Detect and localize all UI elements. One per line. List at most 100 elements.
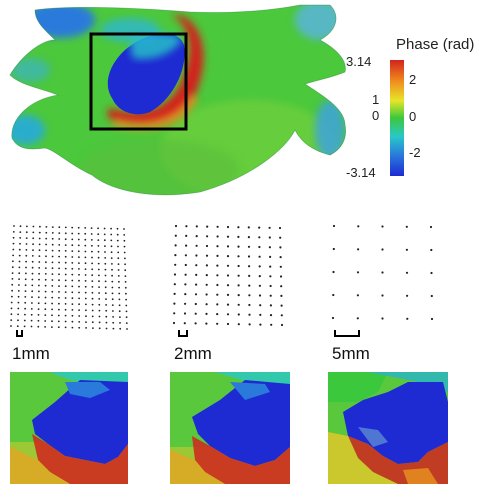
electrode-dot (98, 274, 100, 277)
electrode-dot (98, 309, 101, 312)
electrode-dot (85, 303, 87, 306)
electrode-dot (13, 225, 15, 227)
electrode-dot (258, 275, 261, 278)
electrode-dot (91, 274, 94, 277)
electrode-dot (90, 239, 93, 241)
electrode-dot (25, 231, 28, 234)
electrode-dot (216, 264, 219, 267)
electrode-dot (38, 278, 40, 281)
electrode-dot (11, 283, 14, 286)
electrode-dot (183, 322, 186, 325)
electrode-dot (125, 292, 127, 295)
electrode-dot (57, 314, 60, 317)
electrode-dot (216, 303, 219, 306)
electrode-dot (71, 244, 74, 247)
electrode-dot (44, 302, 47, 305)
electrode-dot (269, 255, 272, 258)
electrode-dot (84, 227, 87, 229)
electrode-dot (71, 309, 74, 311)
electrode-dot (57, 326, 60, 329)
electrode-dot (103, 233, 106, 236)
electrode-dot (37, 325, 40, 328)
electrode-dot (64, 291, 67, 293)
electrode-dot (104, 268, 107, 271)
electrode-dot (125, 304, 128, 307)
electrode-dot (45, 255, 47, 258)
electrode-dot (84, 274, 87, 276)
electrode-dot (12, 236, 15, 239)
electrode-dot (332, 224, 336, 228)
electrode-dot (278, 226, 282, 230)
electrode-dot (332, 247, 335, 251)
electrode-dot (78, 297, 80, 300)
electrode-dot (216, 313, 219, 316)
electrode-dot (357, 225, 360, 228)
electrode-dot (91, 244, 93, 247)
electrode-dot (104, 262, 107, 265)
electrode-dot (31, 272, 34, 275)
electrode-dot (58, 255, 60, 258)
electrode-dot (280, 304, 283, 307)
electrode-dot (205, 303, 208, 306)
electrode-dot (104, 286, 107, 289)
electrode-dot (58, 291, 60, 293)
electrode-dot (248, 313, 251, 316)
electrode-dot (112, 321, 115, 324)
electrode-dot (78, 273, 80, 276)
electrode-dot (58, 273, 60, 276)
electrode-dot (173, 283, 176, 286)
electrode-dot (237, 303, 240, 306)
electrode-dot (85, 315, 87, 318)
colorbar-max-label: 3.14 (346, 54, 372, 69)
electrode-dot (331, 316, 335, 320)
electrode-dot (51, 255, 54, 258)
electrode-dot (174, 263, 177, 266)
electrode-dot (38, 231, 41, 234)
electrode-dot (91, 297, 94, 300)
electrode-dot (173, 292, 176, 295)
electrode-dot (44, 296, 47, 299)
phase-map-1mm (10, 372, 128, 484)
electrode-dot (71, 320, 74, 323)
electrode-dot (269, 275, 272, 278)
electrode-dot (174, 244, 177, 247)
electrode-dot (78, 291, 80, 294)
electrode-dot (77, 232, 80, 235)
electrode-dot (116, 227, 119, 230)
electrode-dot (84, 285, 87, 288)
electrode-dot (185, 225, 188, 228)
electrode-dot (184, 302, 187, 305)
electrode-dot (124, 281, 127, 283)
electrode-dot (280, 314, 283, 317)
electrode-dot (104, 292, 107, 295)
electrode-dot (226, 264, 230, 267)
electrode-dot (25, 254, 28, 257)
electrode-dot (185, 244, 188, 247)
electrode-dot (194, 322, 197, 325)
electrode-dot (17, 295, 20, 298)
electrode-dot (51, 290, 54, 293)
electrode-dot (24, 284, 27, 287)
electrode-dot (248, 323, 251, 326)
electrode-dot (280, 294, 283, 297)
electrode-dot (104, 257, 107, 259)
electrode-dot (270, 323, 273, 326)
electrode-dot (31, 302, 33, 304)
electrode-dot (194, 293, 198, 296)
electrode-dot (112, 310, 114, 312)
electrode-dot (248, 284, 251, 287)
electrode-dot (85, 309, 87, 312)
electrode-dot (381, 248, 384, 251)
electrode-dot (195, 225, 198, 228)
electrode-dot (205, 312, 208, 315)
electrode-dot (44, 284, 47, 287)
electrode-dot (118, 280, 120, 283)
electrode-dot (269, 294, 272, 297)
colorbar-tick-right-2: 0 (409, 109, 417, 124)
electrode-dot (51, 267, 54, 270)
electrode-dot (124, 286, 127, 289)
electrode-dot (58, 279, 60, 282)
electrode-dot (429, 225, 433, 229)
electrode-dot (206, 225, 209, 228)
electrode-dot (91, 309, 94, 312)
